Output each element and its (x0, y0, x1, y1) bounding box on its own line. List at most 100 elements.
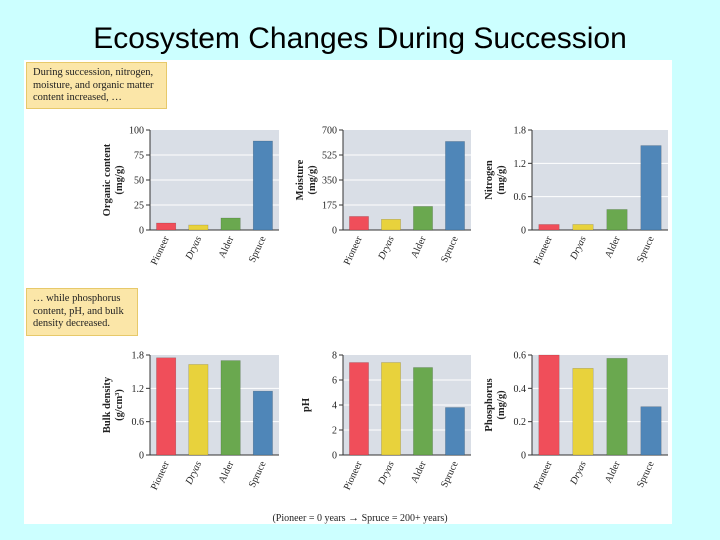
y-tick-label: 0.2 (514, 417, 527, 428)
y-axis-unit: (mg/g) (496, 390, 507, 420)
y-tick-label: 8 (332, 351, 337, 362)
x-tick-label: Alder (217, 234, 237, 260)
bar-dryas (188, 224, 209, 231)
y-axis-unit: (mg/g) (496, 165, 507, 195)
y-tick-label: 0 (332, 226, 337, 237)
bar-alder (220, 217, 241, 231)
y-axis-title: pH (301, 398, 312, 412)
bar-dryas (381, 362, 401, 456)
x-tick-label: Spruce (247, 234, 269, 264)
y-tick-label: 1.8 (132, 351, 145, 362)
bar-spruce (252, 390, 273, 456)
x-tick-label: Dryas (568, 460, 589, 488)
bar-spruce (640, 406, 662, 456)
x-tick-label: Alder (409, 459, 429, 485)
y-axis-title: Moisture (295, 159, 306, 200)
timeline-end-label: Spruce = 200+ years) (361, 513, 448, 524)
y-tick-label: 350 (322, 176, 337, 187)
bar-spruce (445, 407, 465, 456)
x-tick-label: Dryas (568, 235, 589, 263)
x-tick-label: Alder (217, 459, 237, 485)
x-tick-label: Pioneer (532, 234, 555, 267)
note-decreased-line: density decreased. (33, 318, 110, 329)
right-arrow-icon: → (348, 512, 360, 524)
x-tick-label: Dryas (183, 235, 204, 263)
x-tick-label: Spruce (635, 234, 657, 264)
y-tick-label: 0.4 (514, 384, 527, 395)
y-tick-label: 4 (332, 401, 337, 412)
x-tick-label: Dryas (376, 460, 397, 488)
bar-alder (606, 209, 628, 231)
y-tick-label: 75 (134, 151, 144, 162)
y-tick-label: 0 (139, 451, 144, 462)
note-decreased-line: content, pH, and bulk (33, 305, 124, 317)
bar-pioneer (156, 357, 177, 456)
y-axis-unit: (g/cm³) (114, 389, 125, 421)
x-tick-label: Alder (603, 234, 623, 260)
bar-alder (220, 360, 241, 456)
x-tick-label: Pioneer (149, 459, 172, 492)
y-axis-title: Nitrogen (484, 160, 495, 200)
x-tick-label: Pioneer (532, 459, 555, 492)
bar-alder (413, 206, 433, 231)
bar-pioneer (538, 224, 560, 231)
y-tick-label: 25 (134, 201, 144, 212)
note-increased-line: content increased, … (33, 92, 122, 103)
x-tick-label: Pioneer (342, 234, 365, 267)
x-tick-label: Spruce (247, 459, 269, 489)
bar-dryas (572, 224, 594, 231)
y-tick-label: 6 (332, 376, 337, 387)
y-axis-title: Organic content (102, 143, 113, 216)
x-tick-label: Alder (603, 459, 623, 485)
bar-dryas (188, 364, 209, 456)
note-increased: During succession, nitrogen, moisture, a… (26, 62, 167, 109)
timeline-start-label: (Pioneer = 0 years (272, 513, 346, 524)
y-tick-label: 0 (139, 226, 144, 237)
note-increased-line: moisture, and organic matter (33, 79, 154, 91)
y-axis-title: Bulk density (102, 376, 113, 433)
y-tick-label: 2 (332, 426, 337, 437)
note-decreased: … while phosphorus content, pH, and bulk… (26, 288, 138, 336)
y-tick-label: 0 (521, 226, 526, 237)
y-axis-title: Phosphorus (484, 378, 495, 431)
y-tick-label: 700 (322, 126, 337, 137)
y-tick-label: 0 (332, 451, 337, 462)
slide-title: Ecosystem Changes During Succession (93, 22, 627, 55)
bar-alder (413, 367, 433, 456)
x-tick-label: Alder (409, 234, 429, 260)
bar-dryas (572, 368, 594, 456)
x-tick-label: Dryas (183, 460, 204, 488)
bar-dryas (381, 219, 401, 231)
x-tick-label: Spruce (635, 459, 657, 489)
bar-pioneer (156, 222, 177, 231)
bar-pioneer (349, 216, 369, 231)
y-tick-label: 100 (129, 126, 144, 137)
y-tick-label: 50 (134, 176, 144, 187)
x-tick-label: Spruce (439, 234, 461, 264)
bar-spruce (640, 145, 662, 231)
y-tick-label: 0.6 (514, 351, 527, 362)
y-axis-unit: (mg/g) (307, 165, 318, 195)
y-tick-label: 175 (322, 201, 337, 212)
bar-spruce (252, 140, 273, 231)
y-tick-label: 0.6 (514, 192, 527, 203)
y-tick-label: 0 (521, 451, 526, 462)
x-tick-label: Pioneer (342, 459, 365, 492)
bar-spruce (445, 141, 465, 231)
y-tick-label: 1.2 (132, 384, 145, 395)
bar-pioneer (538, 354, 560, 456)
timeline-note: (Pioneer = 0 years → Spruce = 200+ years… (0, 512, 720, 524)
x-tick-label: Dryas (376, 235, 397, 263)
y-axis-unit: (mg/g) (114, 165, 125, 195)
note-increased-line: During succession, nitrogen, (33, 67, 154, 78)
y-tick-label: 1.2 (514, 159, 527, 170)
x-tick-label: Pioneer (149, 234, 172, 267)
x-tick-label: Spruce (439, 459, 461, 489)
bar-alder (606, 358, 628, 456)
bar-pioneer (349, 362, 369, 456)
note-decreased-line: … while phosphorus (33, 293, 121, 304)
y-tick-label: 0.6 (132, 417, 145, 428)
y-tick-label: 525 (322, 151, 337, 162)
y-tick-label: 1.8 (514, 126, 527, 137)
